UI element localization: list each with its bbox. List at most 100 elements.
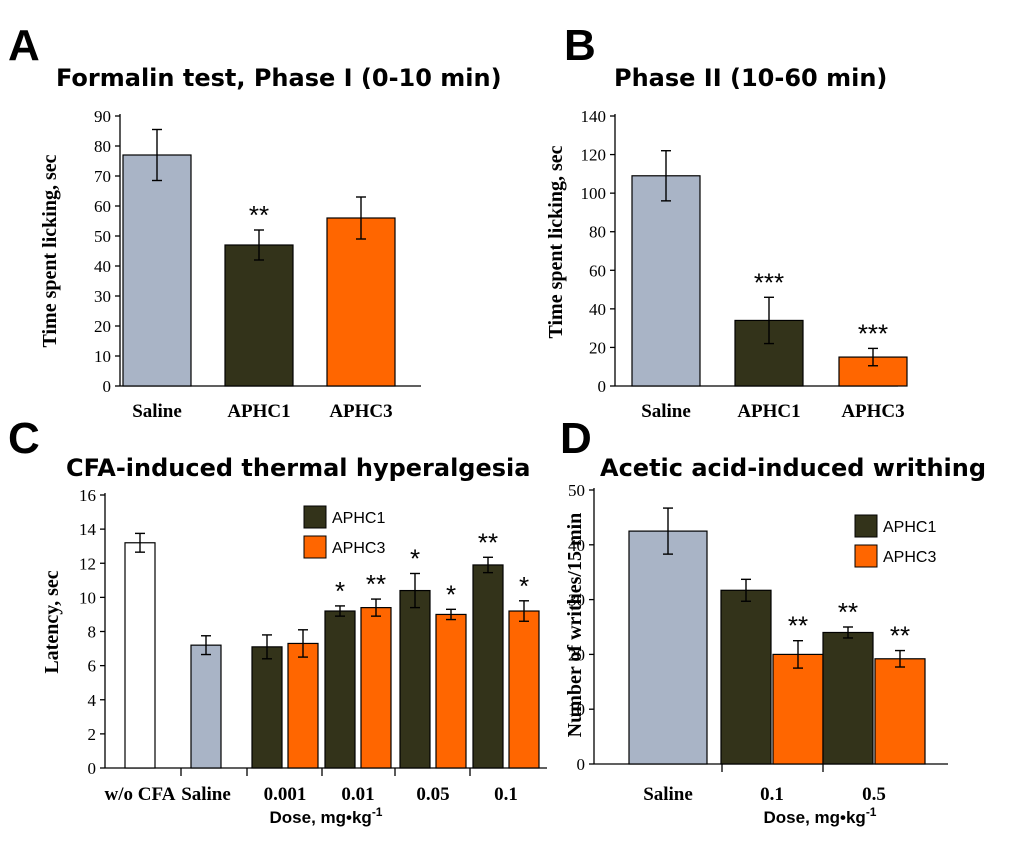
x-axis-label-superscript: -1 (372, 805, 383, 819)
y-tick-label: 50 (94, 227, 111, 246)
x-tick-label: APHC3 (329, 401, 392, 422)
x-tick-label: APHC1 (737, 401, 800, 422)
legend-swatch-aphc1 (854, 514, 878, 538)
y-tick-label: 6 (88, 657, 97, 676)
x-tick-label: 0.1 (494, 784, 518, 805)
y-tick-label: 12 (79, 554, 96, 573)
y-tick-label: 2 (88, 725, 97, 744)
bar-aphc3 (435, 613, 467, 769)
bar-aphc1 (822, 631, 874, 765)
bar-aphc1 (224, 244, 294, 387)
y-tick-label: 0 (577, 755, 586, 774)
chart-a: 0 10 20 30 40 50 60 70 80 90 Time spent licking, s… (39, 107, 421, 422)
y-tick-label: 90 (94, 107, 111, 126)
y-tick-label: 60 (589, 261, 606, 280)
bar-aphc3 (772, 653, 824, 765)
y-tick-label: 20 (568, 645, 585, 664)
y-tick-label: 70 (94, 167, 111, 186)
bar-aphc3 (287, 642, 319, 769)
x-tick-label: 0.05 (416, 784, 449, 805)
y-tick-label: 10 (79, 588, 96, 607)
legend-label: APHC1 (332, 510, 385, 527)
y-tick-label: 10 (94, 347, 111, 366)
panel-letter-d: D (560, 414, 592, 463)
chart-d: 0 10 20 30 40 50 Number of writhes/15 min Salin… (564, 481, 948, 827)
y-tick-label: 40 (568, 536, 585, 555)
significance-marker: ** (890, 621, 910, 651)
bar-wo_cfa (124, 542, 156, 769)
significance-marker: * (446, 579, 456, 609)
y-tick-label: 8 (88, 623, 97, 642)
panel-letter-c: C (8, 414, 40, 463)
x-axis-label-superscript: -1 (866, 805, 877, 819)
y-axis-label: Time spent licking, sec (545, 145, 567, 338)
y-tick-label: 30 (94, 287, 111, 306)
bar-saline (628, 530, 708, 765)
x-tick-label: Saline (643, 784, 693, 805)
x-tick-label: APHC3 (841, 401, 904, 422)
bar-aphc1 (324, 610, 356, 769)
bar-saline (190, 644, 222, 769)
legend-label: APHC1 (883, 519, 936, 536)
y-tick-label: 80 (589, 223, 606, 242)
x-tick-label: 0.5 (862, 784, 886, 805)
y-tick-label: 120 (581, 146, 607, 165)
significance-marker: * (519, 571, 529, 601)
significance-marker: ** (838, 597, 858, 627)
x-axis-label: Dose, mg•kg-1 (270, 805, 383, 827)
legend-swatch-aphc1 (303, 505, 327, 529)
legend: APHC1 APHC3 (303, 505, 385, 559)
x-tick-label: 0.001 (264, 784, 307, 805)
significance-marker: *** (754, 267, 784, 297)
panel-letter-a: A (8, 21, 40, 70)
x-axis-label-text: Dose, mg•kg (270, 808, 372, 827)
y-tick-label: 60 (94, 197, 111, 216)
significance-marker: ** (478, 527, 498, 557)
y-tick-label: 100 (581, 184, 607, 203)
x-tick-label: 0.1 (760, 784, 784, 805)
y-tick-label: 40 (589, 300, 606, 319)
x-axis-label: Dose, mg•kg-1 (764, 805, 877, 827)
y-tick-label: 4 (88, 691, 97, 710)
y-axis-label: Latency, sec (41, 570, 63, 673)
y-tick-label: 40 (94, 257, 111, 276)
significance-marker: ** (788, 611, 808, 641)
bar-aphc1 (251, 646, 283, 769)
significance-marker: *** (858, 318, 888, 348)
bar-aphc3 (874, 658, 926, 765)
bar-saline (122, 154, 192, 387)
y-axis-label: Number of writhes/15 min (564, 513, 586, 738)
chart-title-c: CFA-induced thermal hyperalgesia (66, 454, 530, 482)
y-tick-label: 140 (581, 107, 607, 126)
chart-c: 0 2 4 6 8 10 12 14 16 Latency, sec w/o CFA Saline 0.… (41, 486, 547, 827)
y-tick-label: 80 (94, 137, 111, 156)
x-tick-label: APHC1 (227, 401, 290, 422)
legend: APHC1 APHC3 (854, 514, 936, 568)
significance-marker: * (410, 543, 420, 573)
legend-label: APHC3 (332, 540, 385, 557)
x-tick-label: Saline (641, 401, 691, 422)
x-tick-label: Saline (132, 401, 182, 422)
chart-b: 0 20 40 60 80 100 120 140 Time spent licking, se… (545, 107, 908, 422)
x-tick-label: 0.01 (341, 784, 374, 805)
chart-title-a: Formalin test, Phase I (0-10 min) (56, 64, 502, 92)
y-tick-label: 0 (103, 377, 112, 396)
y-tick-label: 0 (88, 759, 97, 778)
y-tick-label: 50 (568, 481, 585, 500)
y-axis-label: Time spent licking, sec (39, 154, 61, 347)
x-tick-label: Saline (181, 784, 231, 805)
bar-aphc1 (720, 589, 772, 765)
y-tick-label: 10 (568, 700, 585, 719)
legend-label: APHC3 (883, 549, 936, 566)
significance-marker: * (335, 576, 345, 606)
x-axis-label-text: Dose, mg•kg (764, 808, 866, 827)
y-tick-label: 14 (79, 520, 97, 539)
y-tick-label: 30 (568, 591, 585, 610)
chart-title-d: Acetic acid-induced writhing (600, 454, 986, 482)
bar-aphc3 (326, 217, 396, 387)
legend-swatch-aphc3 (303, 535, 327, 559)
bar-saline (631, 175, 701, 387)
y-tick-label: 20 (94, 317, 111, 336)
y-tick-label: 20 (589, 338, 606, 357)
